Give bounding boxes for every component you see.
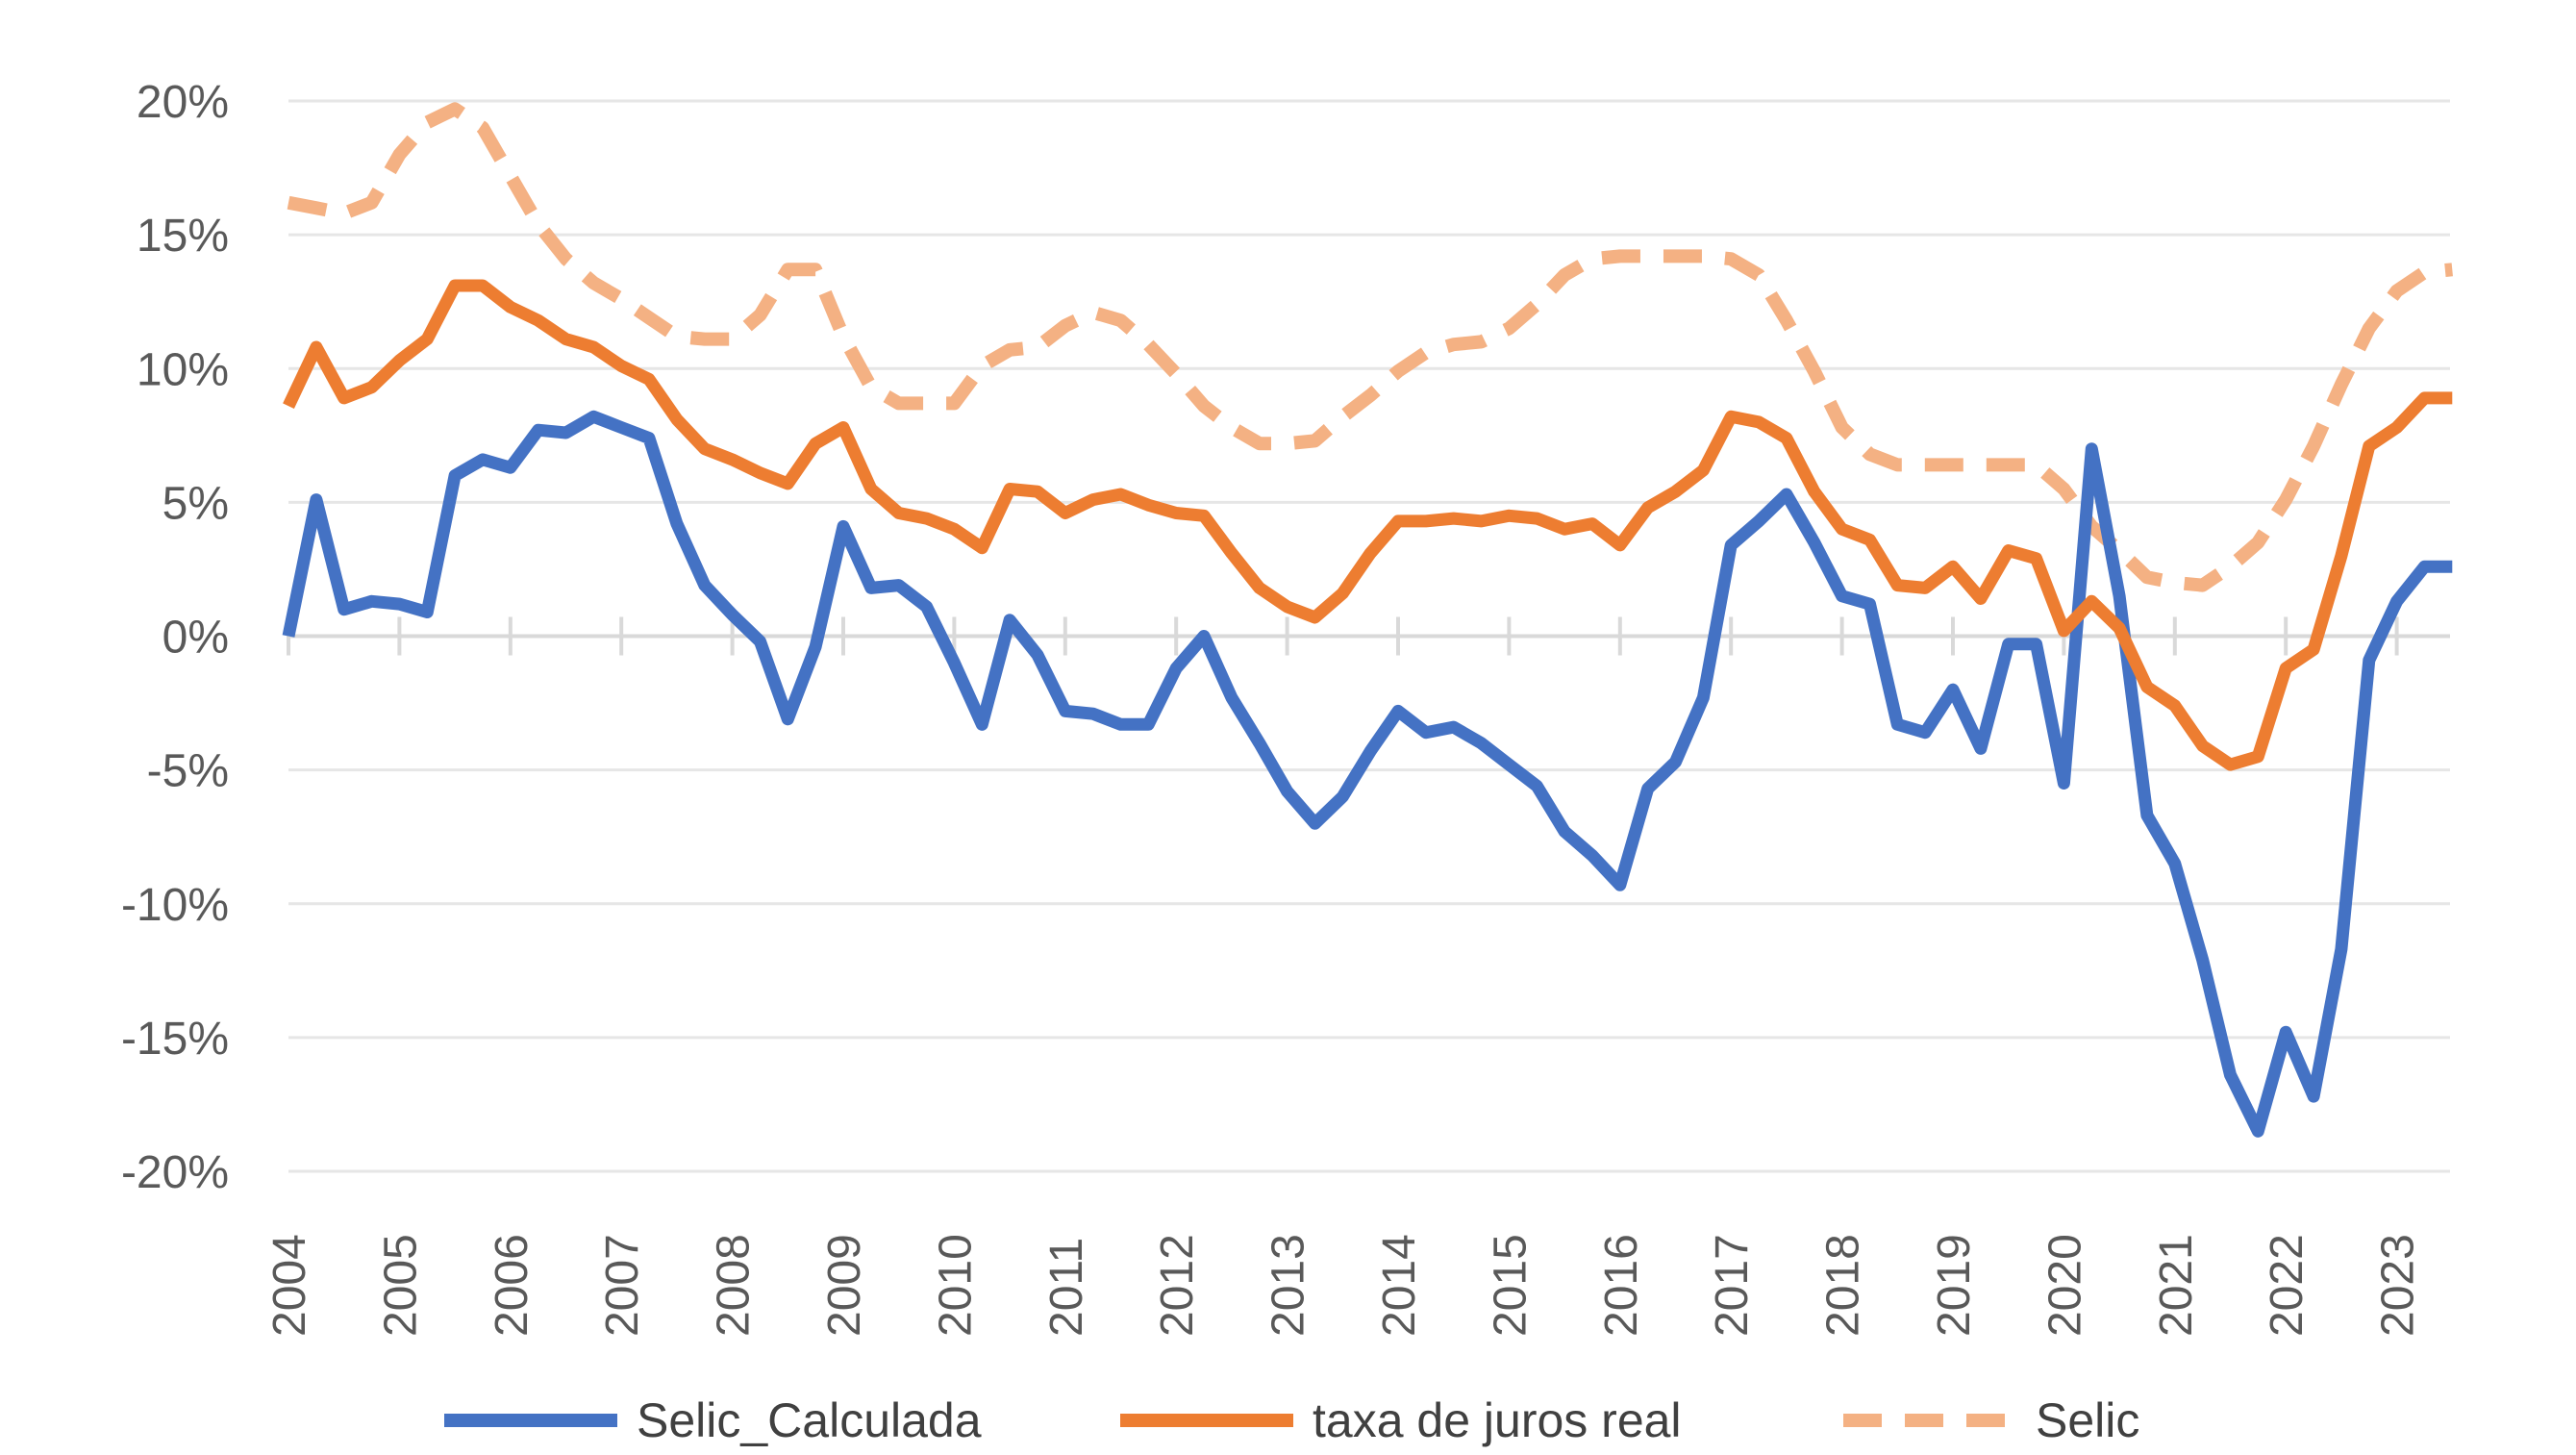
x-tick-label: 2011: [1041, 1238, 1092, 1337]
x-tick-label: 2019: [1929, 1234, 1980, 1337]
legend-label: taxa de juros real: [1313, 1393, 1682, 1447]
y-tick-label: -5%: [147, 746, 229, 797]
y-axis-tick-labels: 20% 15% 10% 5% 0% -5% -10% -15% -20%: [121, 77, 229, 1198]
x-tick-label: 2022: [2262, 1234, 2313, 1337]
x-tick-label: 2008: [709, 1234, 760, 1337]
x-tick-label: 2004: [264, 1234, 315, 1337]
series-line-selic-calculada: [282, 410, 2453, 1138]
y-tick-label: -10%: [121, 880, 229, 931]
x-tick-label: 2020: [2039, 1234, 2090, 1337]
x-tick-label: 2023: [2373, 1234, 2424, 1337]
series-line-taxa-de-juros-real: [283, 279, 2453, 771]
y-tick-label: 20%: [137, 77, 229, 128]
legend-entry: Selic: [1843, 1393, 2139, 1447]
x-tick-label: 2010: [930, 1234, 981, 1337]
legend: Selic_Calculada taxa de juros real Selic: [444, 1393, 2139, 1447]
x-tick-label: 2012: [1152, 1234, 1203, 1337]
x-tick-label: 2014: [1374, 1234, 1425, 1337]
y-tick-label: 0%: [163, 613, 229, 664]
y-tick-label: -20%: [121, 1147, 229, 1198]
x-tick-label: 2006: [487, 1234, 538, 1337]
legend-label: Selic_Calculada: [637, 1393, 982, 1447]
y-tick-label: 15%: [137, 211, 229, 262]
x-tick-label: 2013: [1263, 1234, 1314, 1337]
legend-label: Selic: [2036, 1393, 2139, 1447]
x-tick-label: 2018: [1818, 1234, 1869, 1337]
y-tick-label: -15%: [121, 1014, 229, 1065]
y-tick-label: 10%: [137, 344, 229, 395]
x-axis-tick-labels: 2004 2005 2006 2007 2008 2009 2010 2011 2012 2013…: [264, 1234, 2424, 1337]
y-tick-label: 5%: [163, 478, 229, 529]
x-tick-label: 2017: [1707, 1234, 1758, 1337]
x-axis: [287, 616, 2450, 656]
x-tick-label: 2021: [2151, 1234, 2202, 1337]
x-tick-label: 2005: [375, 1234, 426, 1337]
x-tick-label: 2009: [819, 1234, 870, 1337]
legend-entry: taxa de juros real: [1120, 1393, 1682, 1447]
x-tick-label: 2007: [597, 1234, 648, 1337]
series-line-selic: [287, 102, 2453, 592]
x-tick-label: 2016: [1596, 1234, 1647, 1337]
gridlines: [288, 99, 2450, 1173]
legend-entry: Selic_Calculada: [444, 1393, 982, 1447]
x-tick-label: 2015: [1485, 1234, 1536, 1337]
series-lines: [282, 102, 2453, 1138]
